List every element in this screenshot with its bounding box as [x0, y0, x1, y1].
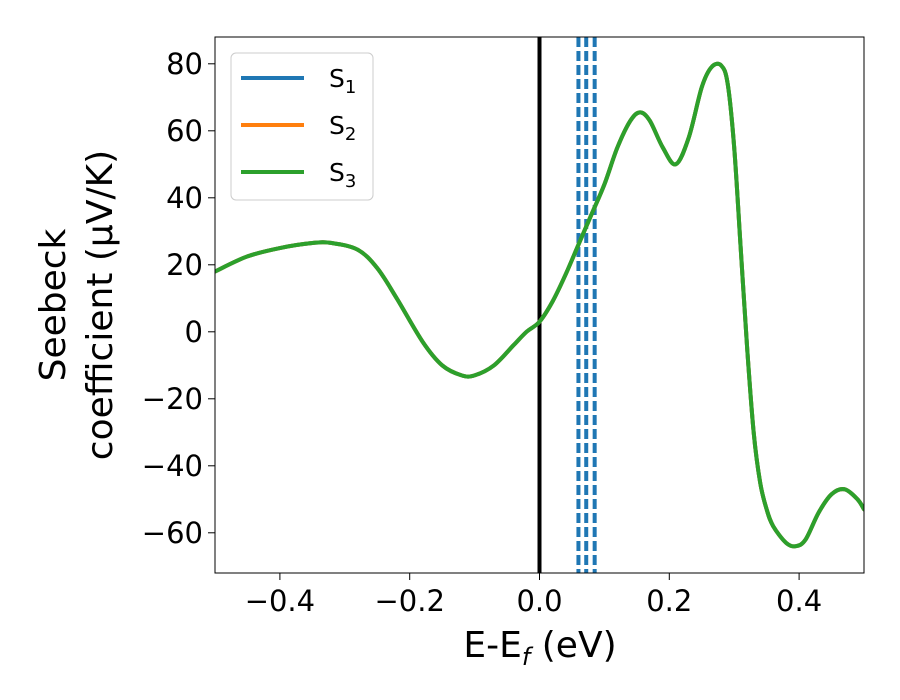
legend-label-s1: S1: [329, 64, 356, 98]
x-tick-label: 0.2: [646, 584, 692, 618]
reference-lines: [537, 37, 597, 573]
series-lines: [215, 61, 864, 549]
y-tick-label: −40: [142, 449, 203, 483]
y-axis-ticks: −60 −40 −20 0 20 40 60 80: [142, 47, 215, 550]
legend-label-name: S: [329, 111, 345, 140]
x-axis-label-rest: (eV): [530, 625, 616, 666]
legend-label-name: S: [329, 64, 345, 93]
y-axis-label-line2: coefficient (μV/K): [80, 150, 121, 460]
x-tick-label: 0.0: [516, 584, 562, 618]
y-tick-label: 60: [166, 114, 203, 148]
y-tick-label: 40: [166, 181, 203, 215]
y-tick-label: −60: [142, 516, 203, 550]
y-axis-label-line1: Seebeck: [33, 228, 74, 381]
y-tick-label: 80: [166, 47, 203, 81]
y-tick-label: 0: [185, 315, 203, 349]
x-tick-label: −0.2: [374, 584, 444, 618]
y-tick-label: 20: [166, 248, 203, 282]
x-axis-label-base: E-E: [463, 625, 521, 666]
legend-label-s2: S2: [329, 111, 356, 145]
legend-label-sub: 3: [345, 171, 356, 192]
legend-label-name: S: [329, 158, 345, 187]
legend-label-sub: 2: [345, 124, 356, 145]
series-line-s3: [215, 61, 864, 549]
x-axis-ticks: −0.4 −0.2 0.0 0.2 0.4: [245, 573, 822, 618]
legend-label-s3: S3: [329, 158, 356, 192]
x-tick-label: 0.4: [776, 584, 822, 618]
legend-label-sub: 1: [345, 77, 356, 98]
y-tick-label: −20: [142, 382, 203, 416]
x-axis-label: E-Ef (eV): [463, 625, 616, 671]
x-tick-label: −0.4: [245, 584, 315, 618]
